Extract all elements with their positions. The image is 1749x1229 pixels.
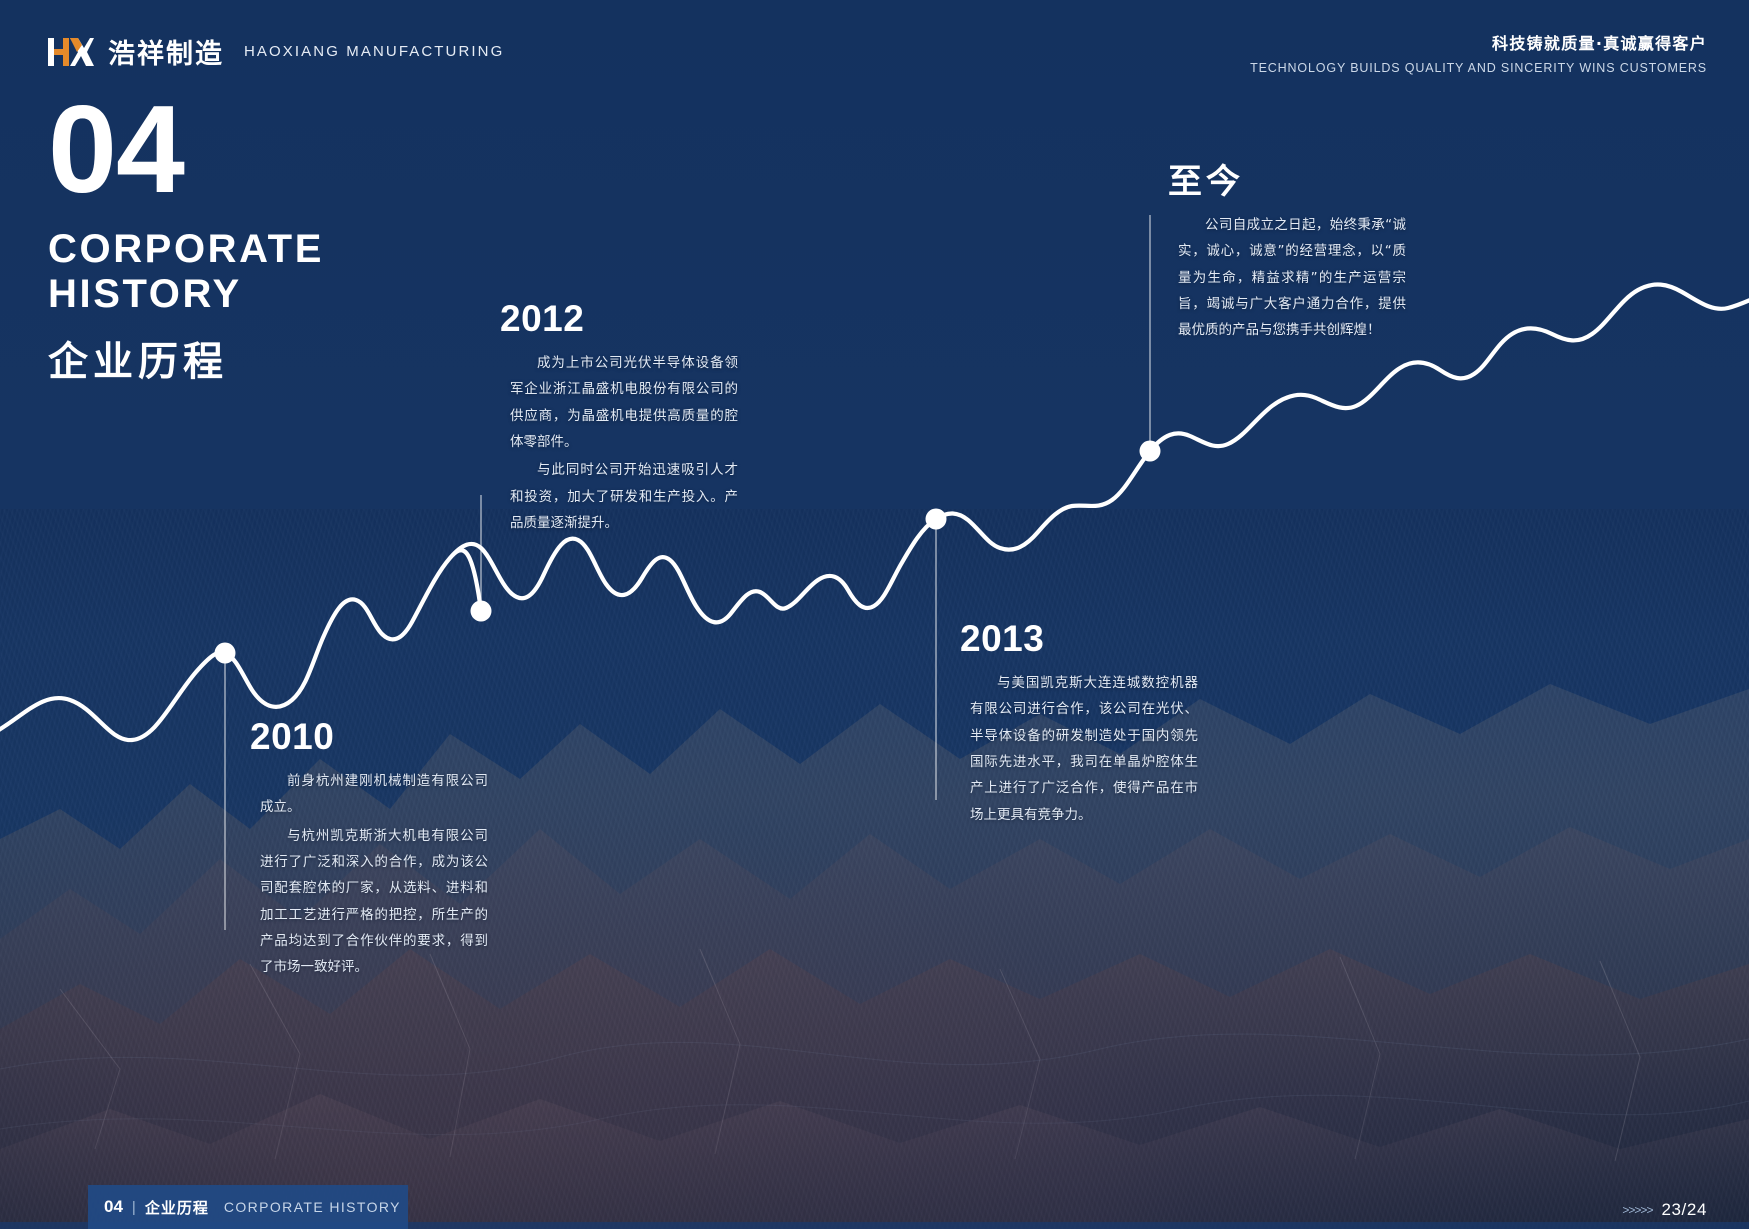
milestone-year-present: 至今 <box>1168 162 1244 202</box>
footer-separator: | <box>131 1198 136 1216</box>
milestone-body-2013: 与美国凯克斯大连连城数控机器有限公司进行合作，该公司在光伏、半导体设备的研发制造… <box>960 670 1198 828</box>
milestone-paragraph: 前身杭州建刚机械制造有限公司成立。 <box>260 773 488 816</box>
footer-label-en: CORPORATE HISTORY <box>223 1199 401 1215</box>
brand-name-en: HAOXIANG MANUFACTURING <box>244 43 505 60</box>
section-number: 04 <box>48 81 185 219</box>
node-marker-2013 <box>925 508 947 530</box>
page-title: 04 CORPORATE HISTORY 企业历程 <box>48 81 324 387</box>
brand-logo: 浩祥制造 HAOXIANG MANUFACTURING <box>48 32 504 71</box>
footer-page-indicator: >>>>> 23/24 <box>1622 1200 1707 1220</box>
milestone-2013: 2013 与美国凯克斯大连连城数控机器有限公司进行合作，该公司在光伏、半导体设备… <box>960 620 1198 830</box>
tagline-en: TECHNOLOGY BUILDS QUALITY AND SINCERITY … <box>1250 61 1707 75</box>
milestone-present: 至今 公司自成立之日起，始终秉承“诚实，诚心，诚意”的经营理念，以“质量为生命，… <box>1168 165 1406 346</box>
section-title-en: CORPORATE HISTORY <box>48 227 324 317</box>
milestone-year-2012: 2012 <box>500 298 585 339</box>
milestone-year-2010: 2010 <box>250 716 335 757</box>
section-title-cn: 企业历程 <box>48 338 228 385</box>
company-tagline: 科技铸就质量·真诚赢得客户 TECHNOLOGY BUILDS QUALITY … <box>1250 30 1707 75</box>
milestone-paragraph: 与此同时公司开始迅速吸引人才和投资，加大了研发和生产投入。产品质量逐渐提升。 <box>510 462 738 531</box>
section-title-en-line1: CORPORATE <box>48 227 324 272</box>
page-number: 23/24 <box>1661 1200 1707 1219</box>
milestone-body-present: 公司自成立之日起，始终秉承“诚实，诚心，诚意”的经营理念，以“质量为生命，精益求… <box>1168 212 1406 344</box>
node-marker-2010 <box>214 642 236 664</box>
milestone-body-2010: 前身杭州建刚机械制造有限公司成立。 与杭州凯克斯浙大机电有限公司进行了广泛和深入… <box>250 768 488 981</box>
milestone-year-2013: 2013 <box>960 618 1045 659</box>
milestone-2012: 2012 成为上市公司光伏半导体设备领军企业浙江晶盛机电股份有限公司的供应商，为… <box>500 300 738 538</box>
milestone-paragraph: 公司自成立之日起，始终秉承“诚实，诚心，诚意”的经营理念，以“质量为生命，精益求… <box>1178 217 1406 339</box>
node-marker-2012 <box>470 600 492 622</box>
milestone-paragraph: 与美国凯克斯大连连城数控机器有限公司进行合作，该公司在光伏、半导体设备的研发制造… <box>970 675 1198 823</box>
chevrons-icon: >>>>> <box>1622 1203 1653 1217</box>
milestone-body-2012: 成为上市公司光伏半导体设备领军企业浙江晶盛机电股份有限公司的供应商，为晶盛机电提… <box>500 350 738 536</box>
node-marker-now <box>1139 440 1161 462</box>
milestone-2010: 2010 前身杭州建刚机械制造有限公司成立。 与杭州凯克斯浙大机电有限公司进行了… <box>250 718 488 983</box>
page-footer: 04 | 企业历程 CORPORATE HISTORY >>>>> 23/24 <box>0 1185 1749 1229</box>
section-title-en-line2: HISTORY <box>48 271 242 316</box>
footer-section-bar: 04 | 企业历程 CORPORATE HISTORY <box>88 1185 408 1229</box>
milestone-paragraph: 成为上市公司光伏半导体设备领军企业浙江晶盛机电股份有限公司的供应商，为晶盛机电提… <box>510 355 738 450</box>
footer-section-number: 04 <box>104 1197 123 1216</box>
milestone-paragraph: 与杭州凯克斯浙大机电有限公司进行了广泛和深入的合作，成为该公司配套腔体的厂家，从… <box>260 827 488 976</box>
footer-label-cn: 企业历程 <box>144 1198 209 1217</box>
brand-name-cn: 浩祥制造 <box>108 39 224 70</box>
hx-monogram-logo-icon <box>48 37 94 66</box>
tagline-cn: 科技铸就质量·真诚赢得客户 <box>1492 34 1707 53</box>
